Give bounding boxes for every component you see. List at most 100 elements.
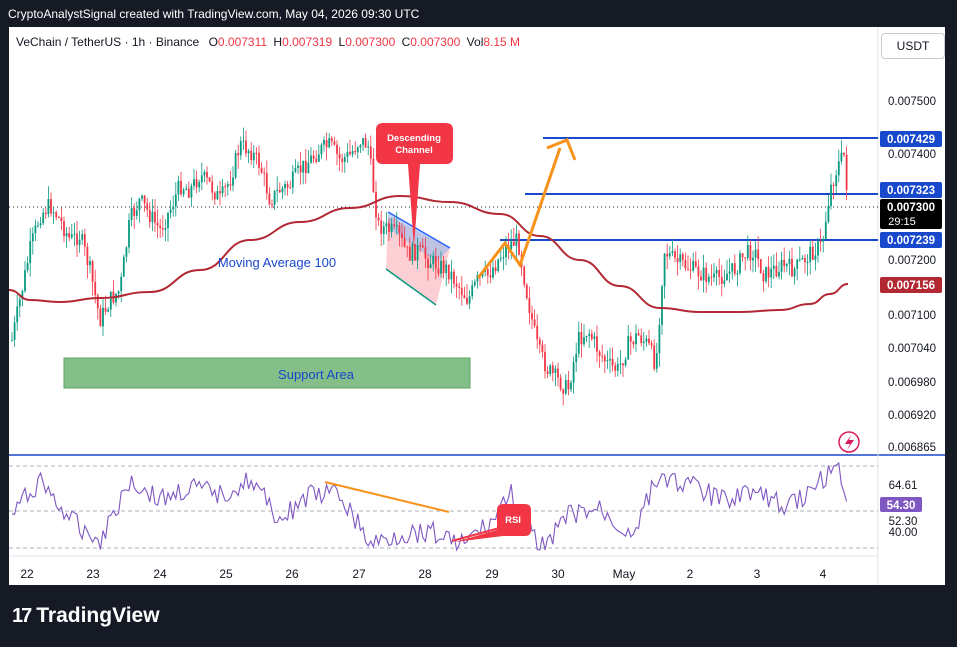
currency-button[interactable]: USDT [881,33,945,59]
candle-body [427,258,429,269]
badge-current-price [880,199,942,229]
candle-body [247,150,250,154]
candle-body [759,259,762,274]
candle-body [772,265,775,269]
candle-body [728,271,731,274]
candle-body [130,207,133,220]
time-axis[interactable]: 22 23 24 25 26 27 28 29 30 May 2 3 4 [20,567,826,581]
channel-upper-line[interactable] [387,211,451,249]
candle-body [185,188,188,190]
candle-body [216,191,219,200]
candle-body [91,261,94,282]
candle-body [297,165,299,168]
candle-body [31,233,34,242]
candle-body [497,259,500,271]
candle-body [320,144,323,155]
candle-body [819,241,822,243]
candle-body [460,287,463,296]
candle-body [658,324,661,354]
rsi-lower-trend-line[interactable] [451,526,504,542]
time-tick-label: 28 [418,567,432,581]
candle-body [544,351,546,372]
rsi-divergence-line[interactable] [324,481,450,513]
candlestick-series[interactable] [11,127,848,406]
projection-arrow-head [546,138,577,161]
candle-body [421,245,424,248]
candle-body [333,141,336,145]
candle-body [312,155,315,159]
candle-body [382,226,385,234]
brand-name: TradingView [36,604,160,627]
time-tick-label: 23 [86,567,100,581]
candle-body [232,177,234,186]
price-tick-label: 0.007100 [888,310,936,322]
candle-body [744,257,747,259]
candle-body [577,331,580,354]
candle-body [536,325,539,340]
projection-arrow[interactable] [476,147,562,279]
candle-body [284,184,286,189]
candle-body [263,172,266,174]
symbol-legend[interactable]: VeChain / TetherUS · 1h · Binance O0.007… [16,35,520,49]
price-tick-label: 0.006865 [888,442,936,454]
candle-body [687,268,689,270]
candle-body [837,161,840,176]
descending-channel-label-line1: Descending [387,133,441,144]
candle-body [832,184,835,187]
price-tick-label: 0.007200 [888,255,936,267]
candle-body [775,265,778,277]
descending-channel-callout[interactable] [376,123,453,247]
candle-body [372,158,375,192]
support-area-zone[interactable] [63,357,471,389]
candle-body [151,211,154,223]
candle-body [354,151,357,153]
time-tick-label: 2 [687,567,694,581]
candle-body [512,241,515,246]
candle-body [598,351,601,356]
candle-body [518,233,520,255]
candle-body [122,256,125,277]
badge-resistance-top [880,131,942,147]
candle-body [601,355,604,357]
high-label: H [273,35,283,49]
candle-body [310,155,312,163]
moving-average-100-line[interactable] [8,194,849,313]
lightning-icon[interactable] [838,431,860,453]
candle-body [245,140,247,154]
candle-body [172,206,175,210]
close-label: C [401,35,411,49]
candle-body [645,338,648,342]
open-value: 0.007311 [217,35,268,49]
candle-body [720,277,723,284]
channel-lower-line[interactable] [385,268,437,306]
candle-body [346,151,349,157]
candle-body [640,335,643,344]
chart-panel[interactable] [9,27,945,585]
price-axis[interactable]: 0.007500 0.007400 0.007200 0.007100 0.007040… [888,96,936,454]
candle-body [135,210,138,216]
candle-body [317,154,320,162]
candle-body [754,249,757,258]
candle-body [156,222,159,226]
candle-body [73,233,76,235]
symbol-name[interactable]: VeChain / TetherUS · 1h · Binance [16,35,200,49]
candle-body [562,389,565,394]
candle-body [473,281,476,286]
candle-body [705,267,708,282]
rsi-line[interactable] [11,461,848,552]
badge-ma-value [880,277,942,293]
candle-body [294,167,297,172]
rsi-callout[interactable] [455,504,531,542]
candle-body [827,205,830,222]
candle-body [791,258,793,277]
candle-body [200,175,203,183]
descending-channel-label-line2: Channel [395,145,432,156]
candle-body [341,158,344,162]
candle-body [749,244,752,261]
candle-body [746,244,749,258]
candle-body [375,191,377,218]
candle-body [668,253,671,257]
close-value: 0.007300 [410,35,461,49]
candle-body [697,266,700,277]
